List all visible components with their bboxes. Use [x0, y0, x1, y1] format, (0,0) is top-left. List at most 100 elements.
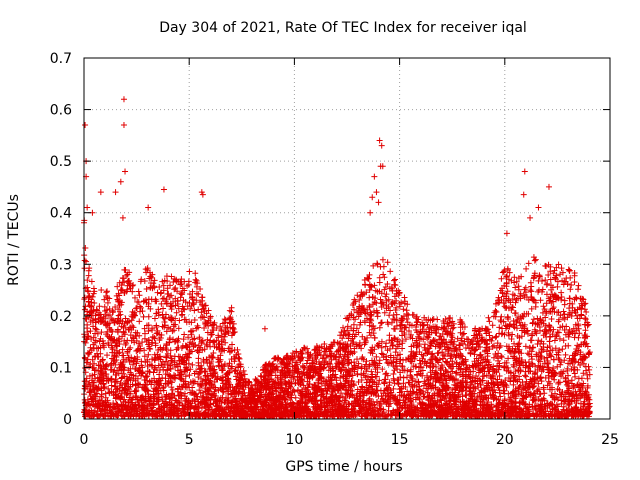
roti-point: [132, 365, 139, 372]
roti-point: [430, 315, 437, 322]
roti-point: [530, 254, 537, 261]
roti-point: [97, 311, 104, 318]
roti-point: [443, 390, 450, 397]
roti-point: [492, 334, 499, 341]
roti-point: [388, 340, 395, 347]
roti-point: [317, 398, 324, 405]
roti-point: [512, 299, 519, 306]
roti-point: [384, 359, 391, 366]
roti-point: [509, 303, 516, 310]
roti-point: [220, 320, 227, 327]
roti-point: [514, 378, 521, 385]
roti-point: [358, 413, 365, 420]
roti-point: [560, 308, 567, 315]
roti-point: [384, 319, 391, 326]
roti-point: [535, 380, 542, 387]
roti-point: [511, 310, 518, 317]
roti-point: [136, 303, 143, 310]
roti-point: [195, 349, 202, 356]
roti-point: [86, 372, 93, 379]
roti-point: [274, 367, 281, 374]
roti-point: [217, 352, 224, 359]
roti-point: [196, 387, 203, 394]
roti-point: [361, 319, 368, 326]
roti-point: [122, 315, 129, 322]
roti-point: [585, 363, 592, 370]
roti-point: [571, 272, 578, 279]
roti-point: [124, 377, 131, 384]
roti-point: [540, 303, 547, 310]
roti-point: [124, 404, 131, 411]
roti-point: [465, 345, 472, 352]
roti-point: [532, 363, 539, 370]
roti-point: [207, 313, 214, 320]
roti-point: [547, 268, 554, 275]
roti-point: [115, 290, 122, 297]
roti-point: [390, 312, 397, 319]
roti-point: [512, 284, 519, 291]
roti-point: [150, 388, 157, 395]
roti-point: [330, 339, 337, 346]
roti-point: [498, 275, 505, 282]
roti-point: [99, 337, 106, 344]
roti-point: [381, 309, 388, 316]
roti-point: [291, 388, 298, 395]
roti-point: [475, 357, 482, 364]
roti-point: [285, 379, 292, 386]
roti-point: [350, 402, 357, 409]
roti-point: [442, 400, 449, 407]
roti-point: [358, 377, 365, 384]
roti-point: [303, 360, 310, 367]
roti-point: [387, 268, 394, 275]
roti-point: [329, 399, 336, 406]
roti-point: [113, 342, 120, 349]
roti-point: [354, 356, 361, 363]
roti-point: [143, 299, 150, 306]
roti-point: [504, 288, 511, 295]
roti-point: [344, 323, 351, 330]
roti-point: [161, 362, 168, 369]
roti-point: [160, 282, 167, 289]
roti-point: [233, 376, 240, 383]
roti-point: [479, 377, 486, 384]
roti-point: [231, 393, 238, 400]
roti-point: [334, 383, 341, 390]
roti-point: [171, 286, 178, 293]
roti-point: [483, 384, 490, 391]
roti-point: [156, 371, 163, 378]
roti-point: [199, 389, 206, 396]
roti-point: [410, 362, 417, 369]
roti-point: [223, 371, 230, 378]
roti-point: [229, 341, 236, 348]
roti-point: [439, 355, 446, 362]
roti-point: [337, 351, 344, 358]
roti-point: [316, 403, 323, 410]
roti-point: [499, 325, 506, 332]
roti-point: [96, 397, 103, 404]
roti-point: [390, 363, 397, 370]
roti-point: [126, 318, 133, 325]
roti-point: [572, 294, 579, 301]
roti-point: [154, 407, 161, 414]
roti-point: [481, 373, 488, 380]
roti-point: [421, 344, 428, 351]
roti-point: [537, 316, 544, 323]
roti-point: [130, 324, 137, 331]
roti-point: [454, 335, 461, 342]
roti-point: [268, 383, 275, 390]
roti-point: [523, 265, 530, 272]
roti-point: [370, 330, 377, 337]
roti-point: [528, 305, 535, 312]
roti-point: [220, 363, 227, 370]
roti-point: [354, 386, 361, 393]
roti-point: [554, 309, 561, 316]
roti-point: [202, 400, 209, 407]
roti-point: [224, 370, 231, 377]
roti-point: [515, 283, 522, 290]
roti-point: [360, 356, 367, 363]
roti-point: [580, 360, 587, 367]
roti-point: [530, 316, 537, 323]
roti-point: [388, 284, 395, 291]
roti-point: [584, 382, 591, 389]
roti-point: [339, 335, 346, 342]
